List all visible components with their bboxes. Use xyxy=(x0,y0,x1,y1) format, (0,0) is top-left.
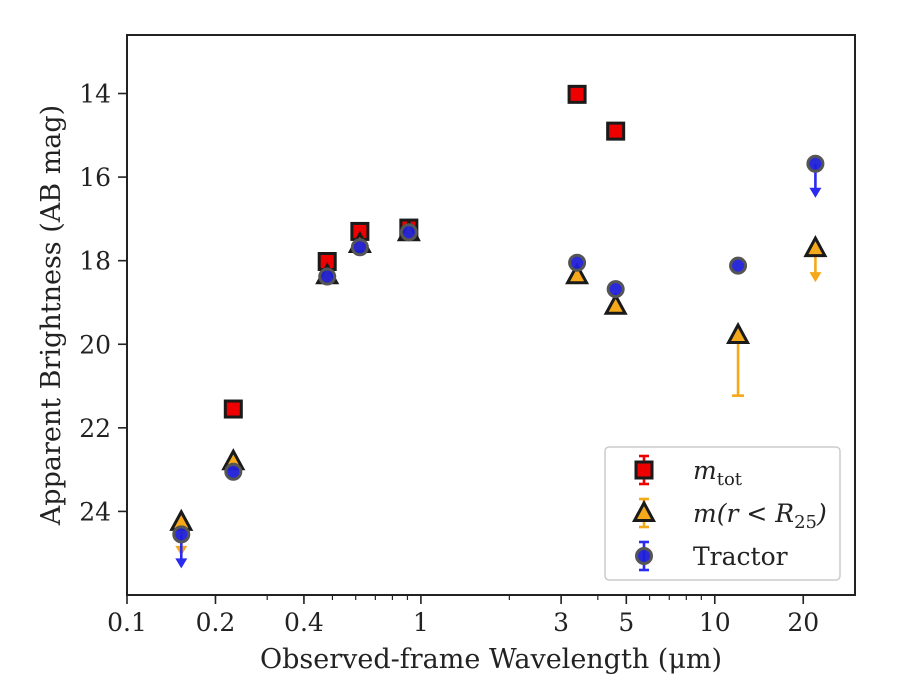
data-point xyxy=(606,121,626,141)
series-layer xyxy=(169,84,828,569)
legend-label: Tractor xyxy=(693,542,788,571)
x-tick-label: 5 xyxy=(618,608,634,637)
data-point xyxy=(223,399,243,419)
y-axis-label: Apparent Brightness (AB mag) xyxy=(36,105,67,526)
legend-marker xyxy=(634,460,654,480)
x-axis-label: Observed-frame Wavelength (μm) xyxy=(260,644,722,675)
y-tick-label: 16 xyxy=(79,163,111,192)
series-square xyxy=(223,84,626,419)
data-point xyxy=(567,84,587,104)
plot-frame xyxy=(126,34,856,596)
y-tick-label: 24 xyxy=(79,497,111,526)
legend-label: m(r < R25) xyxy=(693,499,827,533)
legend: mtot m(r < R25) Tractor xyxy=(604,446,841,581)
data-point xyxy=(606,280,625,299)
x-tick-label: 0.1 xyxy=(107,608,147,637)
upper-limit-arrow-head xyxy=(809,272,822,283)
series-circle xyxy=(172,154,825,569)
data-point xyxy=(399,223,418,242)
data-point xyxy=(318,267,337,286)
data-point xyxy=(172,525,191,544)
data-point xyxy=(726,321,751,345)
data-point xyxy=(565,262,590,285)
data-point xyxy=(568,253,587,272)
legend-box xyxy=(604,446,841,581)
data-point xyxy=(729,256,748,275)
x-tick-label: 1 xyxy=(413,608,429,637)
y-tick-label: 14 xyxy=(79,80,111,109)
upper-limit-arrow-head xyxy=(175,558,188,569)
axes xyxy=(126,34,856,596)
legend-marker xyxy=(635,547,653,565)
x-tick-label: 0.4 xyxy=(284,608,324,637)
data-point xyxy=(350,238,369,257)
x-tick-label: 0.2 xyxy=(196,608,236,637)
legend-label: mtot xyxy=(693,456,743,490)
x-tick-label: 20 xyxy=(787,608,819,637)
data-point xyxy=(806,154,825,173)
legend-marker xyxy=(631,499,657,522)
y-tick-label: 18 xyxy=(79,247,111,276)
x-tick-label: 10 xyxy=(699,608,731,637)
data-point xyxy=(803,234,828,258)
y-tick-label: 20 xyxy=(79,330,111,359)
data-point xyxy=(603,292,628,315)
upper-limit-arrow-head xyxy=(809,187,822,198)
y-tick-label: 22 xyxy=(79,414,111,443)
ticks: 0.1 0.2 0.4 1 3 5 10 20 14 16 18 20 22 24 xyxy=(79,80,819,637)
x-tick-label: 3 xyxy=(553,608,569,637)
data-point xyxy=(224,462,243,481)
